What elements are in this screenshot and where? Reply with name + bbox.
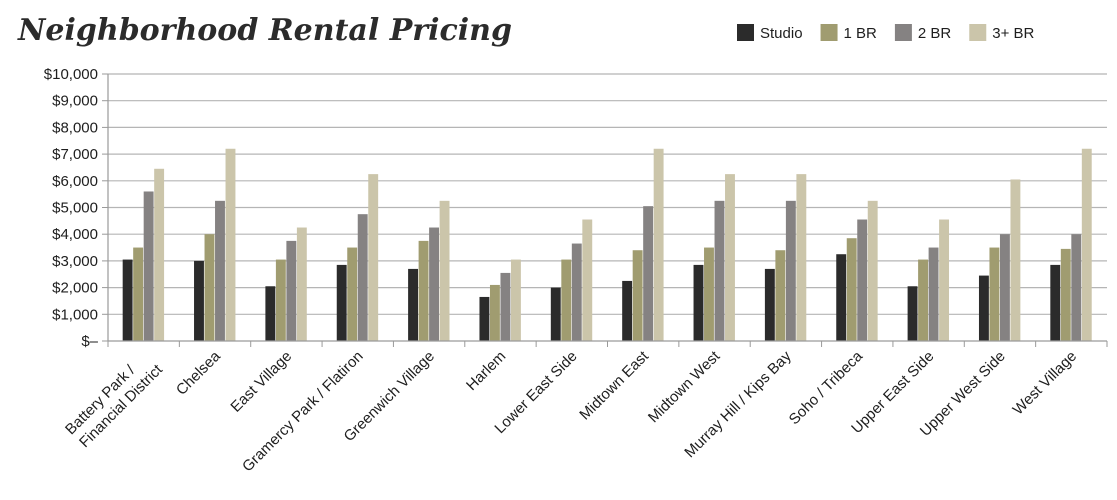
bar-studio bbox=[622, 281, 632, 341]
x-category-label: Midtown East bbox=[576, 347, 652, 423]
bar-studio bbox=[979, 276, 989, 341]
y-tick-label: $1,000 bbox=[52, 306, 98, 323]
x-category-label: Gramercy Park / Flatiron bbox=[239, 348, 367, 476]
bar-studio bbox=[765, 269, 775, 341]
bar-1-br bbox=[633, 250, 643, 341]
legend-swatch bbox=[895, 24, 912, 41]
legend-label: 1 BR bbox=[844, 25, 878, 42]
legend-swatch bbox=[821, 24, 838, 41]
bar-1-br bbox=[347, 248, 357, 341]
bar-1-br bbox=[1061, 249, 1071, 341]
y-tick-label: $9,000 bbox=[52, 93, 98, 110]
bar-1-br bbox=[704, 248, 714, 341]
bar-1-br bbox=[847, 238, 857, 341]
bar-1-br bbox=[490, 285, 500, 341]
bar-studio bbox=[408, 269, 418, 341]
bar-3-br bbox=[939, 220, 949, 341]
bar-studio bbox=[265, 286, 275, 341]
bar-2-br bbox=[358, 214, 368, 341]
x-category-label: Midtown West bbox=[645, 347, 724, 426]
bar-3-br bbox=[1082, 149, 1092, 341]
legend-label: 3+ BR bbox=[992, 25, 1034, 42]
bar-2-br bbox=[1000, 234, 1010, 341]
bar-1-br bbox=[561, 260, 571, 341]
bar-2-br bbox=[1071, 234, 1081, 341]
bar-3-br bbox=[440, 201, 450, 341]
x-category-label: Harlem bbox=[463, 348, 509, 394]
bar-3-br bbox=[796, 174, 806, 341]
bar-2-br bbox=[786, 201, 796, 341]
bar-studio bbox=[551, 288, 561, 341]
bar-3-br bbox=[154, 169, 164, 341]
y-tick-label: $3,000 bbox=[52, 253, 98, 270]
bar-3-br bbox=[725, 174, 735, 341]
bar-2-br bbox=[572, 244, 582, 341]
x-category-label: East Village bbox=[227, 348, 295, 416]
legend-swatch bbox=[969, 24, 986, 41]
y-tick-label: $5,000 bbox=[52, 200, 98, 217]
bar-3-br bbox=[1010, 179, 1020, 341]
legend-swatch bbox=[737, 24, 754, 41]
y-tick-label: $2,000 bbox=[52, 280, 98, 297]
y-tick-label: $10,000 bbox=[44, 66, 98, 83]
x-category-label: West Village bbox=[1010, 348, 1081, 419]
y-tick-label: $7,000 bbox=[52, 146, 98, 163]
bar-2-br bbox=[429, 228, 439, 341]
x-category-label: Chelsea bbox=[173, 347, 224, 398]
bar-3-br bbox=[868, 201, 878, 341]
bar-3-br bbox=[368, 174, 378, 341]
chart-title: Neighborhood Rental Pricing bbox=[17, 13, 512, 48]
bar-1-br bbox=[918, 260, 928, 341]
bars bbox=[123, 149, 1092, 341]
y-tick-label: $– bbox=[81, 333, 98, 350]
bar-2-br bbox=[643, 206, 653, 341]
gridlines bbox=[108, 74, 1107, 314]
bar-1-br bbox=[419, 241, 429, 341]
x-category-label: Soho / Tribeca bbox=[786, 347, 867, 428]
bar-2-br bbox=[215, 201, 225, 341]
bar-1-br bbox=[989, 248, 999, 341]
y-tick-label: $4,000 bbox=[52, 226, 98, 243]
bar-2-br bbox=[929, 248, 939, 341]
bar-2-br bbox=[144, 191, 154, 341]
bar-3-br bbox=[297, 228, 307, 341]
bar-studio bbox=[337, 265, 347, 341]
bar-2-br bbox=[857, 220, 867, 341]
legend: Studio 1 BR 2 BR 3+ BR bbox=[737, 24, 1035, 42]
x-category-label: Battery Park /Financial District bbox=[62, 347, 166, 451]
bar-1-br bbox=[775, 250, 785, 341]
bar-1-br bbox=[205, 234, 215, 341]
bar-studio bbox=[908, 286, 918, 341]
bar-3-br bbox=[511, 260, 521, 341]
bar-2-br bbox=[715, 201, 725, 341]
y-axis: $– $1,000 $2,000 $3,000 $4,000 $5,000 $6,000 $7… bbox=[44, 66, 108, 350]
legend-label: Studio bbox=[760, 25, 803, 42]
bar-3-br bbox=[226, 149, 236, 341]
bar-1-br bbox=[133, 248, 143, 341]
y-tick-label: $6,000 bbox=[52, 173, 98, 190]
bar-3-br bbox=[654, 149, 664, 341]
bar-studio bbox=[836, 254, 846, 341]
bar-studio bbox=[479, 297, 489, 341]
bar-studio bbox=[194, 261, 204, 341]
y-tick-label: $8,000 bbox=[52, 119, 98, 136]
bar-studio bbox=[1050, 265, 1060, 341]
bar-1-br bbox=[276, 260, 286, 341]
x-axis: Battery Park /Financial District Chelsea E… bbox=[62, 341, 1107, 475]
legend-label: 2 BR bbox=[918, 25, 952, 42]
bar-studio bbox=[694, 265, 704, 341]
bar-studio bbox=[123, 260, 133, 341]
bar-2-br bbox=[286, 241, 296, 341]
bar-2-br bbox=[500, 273, 510, 341]
bar-3-br bbox=[582, 220, 592, 341]
